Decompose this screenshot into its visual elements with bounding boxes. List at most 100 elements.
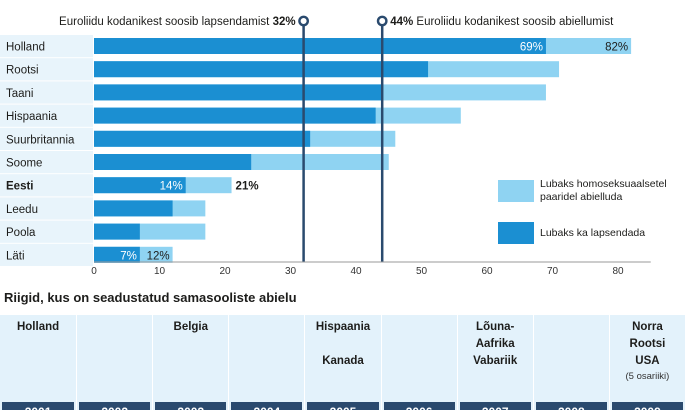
timeline-title: Riigid, kus on seadustatud samasooliste … (4, 290, 297, 305)
bar-adoption-suurbritannia (94, 130, 311, 147)
x-tick-label: 50 (416, 266, 428, 277)
data-label: 21% (236, 181, 259, 193)
bar-adoption-rootsi (94, 61, 429, 78)
reference-label-44: 44% Euroliidu kodanikest soosib abiellum… (390, 16, 614, 28)
timeline-year-label: 2006 (406, 405, 433, 410)
timeline-year-label: 2009 (634, 405, 661, 410)
bars-group (0, 35, 632, 266)
timeline-year-label: 2002 (101, 405, 128, 410)
row-band (0, 174, 93, 197)
x-tick-label: 10 (154, 266, 166, 277)
timeline-year: 2005 (307, 402, 379, 410)
timeline-year-label: 2004 (254, 405, 281, 410)
bar-adoption-holland (94, 38, 546, 54)
timeline-country: Lõuna- (476, 321, 515, 333)
timeline-year-label: 2007 (482, 405, 509, 410)
timeline-country: Hispaania (315, 321, 371, 333)
row-band (0, 81, 93, 104)
data-labels: 69% 82% 14% 21% 7% 12% (120, 42, 628, 263)
timeline-year-label: 2003 (177, 405, 204, 410)
data-label: 12% (147, 250, 170, 262)
legend-item: Lubaks homoseksuaalsetel paaridel abiell… (498, 178, 668, 204)
legend-item: Lubaks ka lapsendada (498, 222, 668, 244)
timeline-column-2006: 2006 (380, 315, 457, 410)
bar-adoption-läti (94, 246, 140, 263)
timeline-year: 2008 (535, 402, 607, 410)
data-label: 7% (120, 250, 137, 262)
timeline-column-2007: Lõuna- Aafrika Vabariik 2007 (456, 315, 533, 410)
timeline-year: 2002 (79, 402, 151, 410)
timeline-country: Vabariik (473, 355, 518, 367)
timeline-column-2004: 2004 (228, 315, 304, 410)
timeline-countries: Lõuna- Aafrika Vabariik (458, 319, 533, 370)
timeline-column-2002: 2002 (76, 315, 152, 410)
category-label: Eesti (6, 181, 34, 193)
category-label: Rootsi (6, 65, 39, 77)
timeline-year: 2004 (231, 402, 303, 410)
timeline-country: Norra (632, 321, 663, 333)
x-tick-label: 70 (547, 266, 559, 277)
timeline-countries: Belgia (153, 319, 228, 336)
timeline-year-label: 2008 (558, 405, 585, 410)
timeline-year: 2006 (383, 402, 455, 410)
x-tick-label: 20 (219, 266, 231, 277)
timeline-column-2008: 2008 (532, 315, 609, 410)
category-labels: Holland Rootsi Taani Hispaania Suurbritannia… (6, 42, 75, 263)
row-band (0, 151, 93, 174)
timeline-country: Belgia (173, 321, 209, 333)
legend: Lubaks homoseksuaalsetel paaridel abiell… (498, 178, 668, 244)
x-tick-label: 0 (91, 266, 97, 277)
timeline-column-2005: Hispaania Kanada 2005 (304, 315, 380, 410)
reference-lines: Euroliidu kodanikest soosib lapsendamist… (59, 15, 614, 262)
data-label: 82% (605, 42, 628, 54)
reference-marker-32 (298, 15, 309, 27)
timeline-column-2001: Holland 2001 (0, 315, 76, 410)
row-band (0, 58, 93, 81)
data-label: 14% (160, 181, 183, 193)
category-label: Läti (6, 250, 25, 262)
x-axis: 0 10 20 30 40 50 60 70 80 (91, 261, 651, 277)
timeline-countries: Norra Rootsi USA (5 osariiki) (610, 319, 685, 383)
category-label: Poola (6, 227, 36, 239)
legend-swatch (498, 180, 534, 202)
timeline-countries: Hispaania Kanada (305, 319, 380, 370)
category-label: Hispaania (6, 111, 58, 123)
timeline-countries: Holland (0, 319, 76, 336)
category-label: Holland (6, 42, 45, 54)
bar-chart: Holland Rootsi Taani Hispaania Suurbritannia… (0, 15, 651, 277)
timeline: Holland 2001 2002 Belgia 2003 2004 Hispaania K… (0, 315, 685, 410)
category-label: Soome (6, 158, 42, 170)
timeline-year: 2003 (155, 402, 227, 410)
timeline-note: (5 osariiki) (625, 371, 670, 382)
timeline-column-2003: Belgia 2003 (152, 315, 228, 410)
x-tick-label: 40 (350, 266, 362, 277)
timeline-column-2009: Norra Rootsi USA (5 osariiki) 2009 (608, 315, 685, 410)
category-label: Taani (6, 88, 34, 100)
data-label: 69% (520, 42, 543, 54)
timeline-country: Aafrika (475, 338, 515, 350)
bar-adoption-taani (94, 84, 383, 101)
row-band (0, 127, 93, 150)
timeline-country: USA (635, 355, 660, 367)
x-tick-label: 30 (285, 266, 297, 277)
row-band (0, 104, 93, 127)
x-tick-label: 80 (612, 266, 624, 277)
row-band (0, 197, 93, 220)
legend-swatch (498, 222, 534, 244)
legend-label: Lubaks homoseksuaalsetel paaridel abiell… (540, 178, 667, 203)
bar-adoption-hispaania (94, 107, 376, 124)
timeline-year-label: 2005 (330, 405, 357, 410)
reference-marker-44 (376, 15, 388, 27)
bar-adoption-leedu (94, 200, 173, 217)
bar-adoption-eesti (94, 177, 186, 194)
category-label: Suurbritannia (6, 134, 75, 146)
bar-adoption-poola (94, 223, 140, 240)
timeline-year: 2009 (611, 402, 683, 410)
timeline-year: 2001 (2, 402, 75, 410)
bar-adoption-soome (94, 154, 252, 170)
row-band (0, 35, 93, 58)
timeline-country: Kanada (322, 355, 364, 367)
legend-label: Lubaks ka lapsendada (540, 226, 646, 239)
timeline-country (305, 336, 380, 353)
row-band (0, 220, 93, 243)
